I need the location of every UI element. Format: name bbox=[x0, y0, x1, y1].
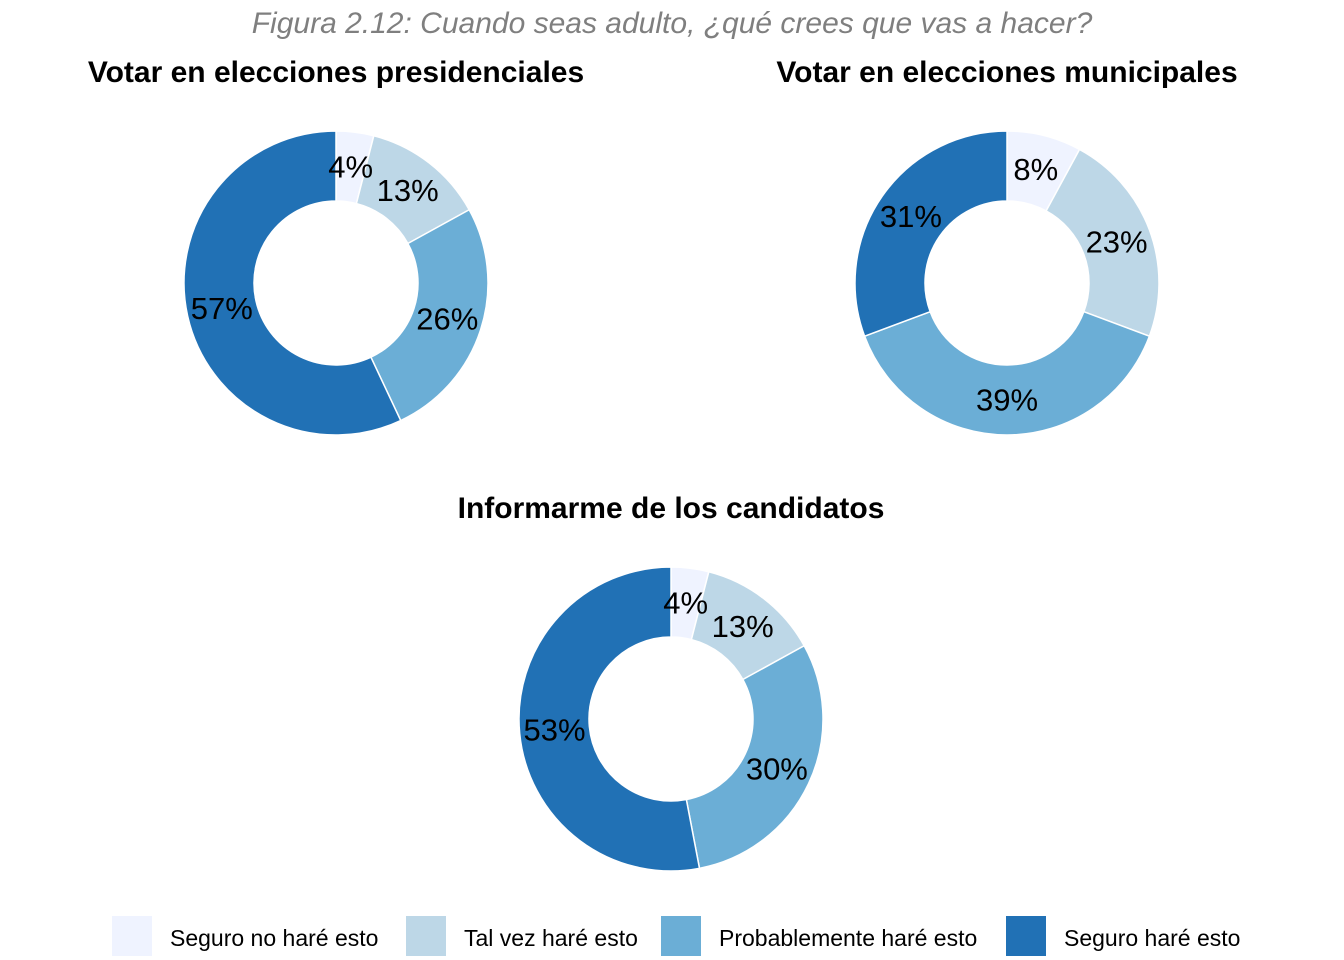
legend-label-seguro-si: Seguro haré esto bbox=[1064, 925, 1240, 951]
legend-swatch-seguro-si bbox=[1006, 916, 1046, 956]
donut-label-municipales-seguro-si: 31% bbox=[880, 199, 942, 234]
donut-label-municipales-seguro-no: 8% bbox=[1013, 152, 1058, 187]
donut-slice-municipales-tal-vez bbox=[1045, 148, 1160, 338]
donut-label-presidenciales-tal-vez: 13% bbox=[377, 173, 439, 208]
legend-label-seguro-no: Seguro no haré esto bbox=[170, 925, 378, 951]
donut-label-municipales-probablemente: 39% bbox=[976, 383, 1038, 418]
chart-title-candidatos: Informarme de los candidatos bbox=[458, 492, 885, 525]
donut-slice-candidatos-seguro-si bbox=[518, 566, 701, 872]
donut-label-presidenciales-seguro-si: 57% bbox=[191, 291, 253, 326]
donut-slice-presidenciales-probablemente bbox=[369, 208, 489, 422]
donut-slice-presidenciales-seguro-si bbox=[183, 130, 402, 436]
donut-label-candidatos-probablemente: 30% bbox=[746, 751, 808, 786]
donut-label-presidenciales-probablemente: 26% bbox=[416, 302, 478, 337]
legend-swatch-probablemente bbox=[661, 916, 701, 956]
donut-slice-municipales-probablemente bbox=[863, 310, 1151, 436]
chart-title-presidenciales: Votar en elecciones presidenciales bbox=[88, 56, 584, 89]
chart-title-municipales: Votar en elecciones municipales bbox=[776, 56, 1237, 89]
legend: Seguro no haré esto Tal vez haré esto Pr… bbox=[112, 916, 1240, 956]
donut-label-municipales-tal-vez: 23% bbox=[1086, 225, 1148, 260]
donut-label-candidatos-seguro-si: 53% bbox=[523, 713, 585, 748]
donut-slice-municipales-seguro-si bbox=[854, 130, 1008, 338]
donut-chart-presidenciales: 4%13% 26% 57% bbox=[183, 130, 489, 436]
donut-chart-candidatos: 4%13% 30% 53% bbox=[518, 566, 824, 872]
donut-label-presidenciales-seguro-no: 4% bbox=[328, 149, 373, 184]
donut-label-candidatos-seguro-no: 4% bbox=[663, 585, 708, 620]
figure-title: Figura 2.12: Cuando seas adulto, ¿qué cr… bbox=[252, 7, 1093, 40]
legend-label-tal-vez: Tal vez haré esto bbox=[464, 925, 638, 951]
legend-swatch-tal-vez bbox=[406, 916, 446, 956]
donut-chart-municipales: 8% 23% 39% 31% bbox=[854, 130, 1160, 436]
donut-slice-candidatos-probablemente bbox=[685, 644, 824, 870]
donut-label-candidatos-tal-vez: 13% bbox=[712, 609, 774, 644]
legend-swatch-seguro-no bbox=[112, 916, 152, 956]
legend-label-probablemente: Probablemente haré esto bbox=[719, 925, 977, 951]
